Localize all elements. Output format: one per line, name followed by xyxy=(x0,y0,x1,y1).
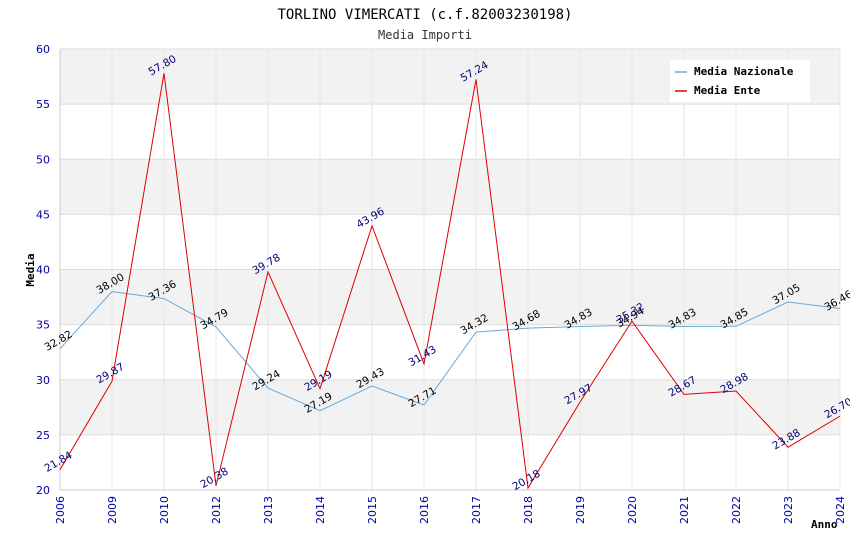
y-tick-label: 30 xyxy=(36,374,50,387)
y-tick-label: 35 xyxy=(36,319,50,332)
chart-subtitle: Media Importi xyxy=(378,28,472,42)
x-tick-label: 2017 xyxy=(470,496,483,524)
data-label: 20.18 xyxy=(510,468,542,493)
legend-label-media-ente: Media Ente xyxy=(694,84,761,97)
legend-label-media-nazionale: Media Nazionale xyxy=(694,65,794,78)
y-axis-label: Media xyxy=(24,253,37,286)
y-tick-label: 40 xyxy=(36,264,50,277)
legend: Media Nazionale Media Ente xyxy=(670,60,810,102)
y-tick-label: 45 xyxy=(36,208,50,221)
x-tick-label: 2012 xyxy=(210,496,223,524)
data-label: 32.82 xyxy=(42,328,74,353)
y-tick-label: 60 xyxy=(36,43,50,56)
x-tick-label: 2016 xyxy=(418,496,431,524)
x-tick-label: 2023 xyxy=(782,496,795,524)
y-tick-label: 50 xyxy=(36,153,50,166)
y-tick-label: 55 xyxy=(36,98,50,111)
series-line-media-ente xyxy=(59,73,841,490)
series-line-media-nazionale xyxy=(59,291,841,412)
grid-band xyxy=(60,379,840,435)
x-tick-label: 2018 xyxy=(522,496,535,524)
y-tick-label: 20 xyxy=(36,484,50,497)
legend-box xyxy=(670,60,810,102)
x-tick-label: 2021 xyxy=(678,496,691,524)
x-tick-label: 2022 xyxy=(730,496,743,524)
x-tick-label: 2019 xyxy=(574,496,587,524)
x-axis-label: Anno xyxy=(811,518,838,531)
x-tick-label: 2024 xyxy=(834,496,847,524)
x-tick-label: 2009 xyxy=(106,496,119,524)
x-tick-label: 2015 xyxy=(366,496,379,524)
chart-title: TORLINO VIMERCATI (c.f.82003230198) xyxy=(277,7,572,23)
x-tick-label: 2006 xyxy=(54,496,67,524)
grid-band xyxy=(60,159,840,215)
y-tick-label: 25 xyxy=(36,429,50,442)
x-tick-label: 2020 xyxy=(626,496,639,524)
data-label: 21.84 xyxy=(42,449,74,475)
data-label: 31.43 xyxy=(406,344,438,369)
x-tick-label: 2010 xyxy=(158,496,171,524)
grid-band xyxy=(60,269,840,325)
data-label: 20.38 xyxy=(198,466,230,491)
x-tick-label: 2013 xyxy=(262,496,275,524)
x-tick-label: 2014 xyxy=(314,496,327,524)
